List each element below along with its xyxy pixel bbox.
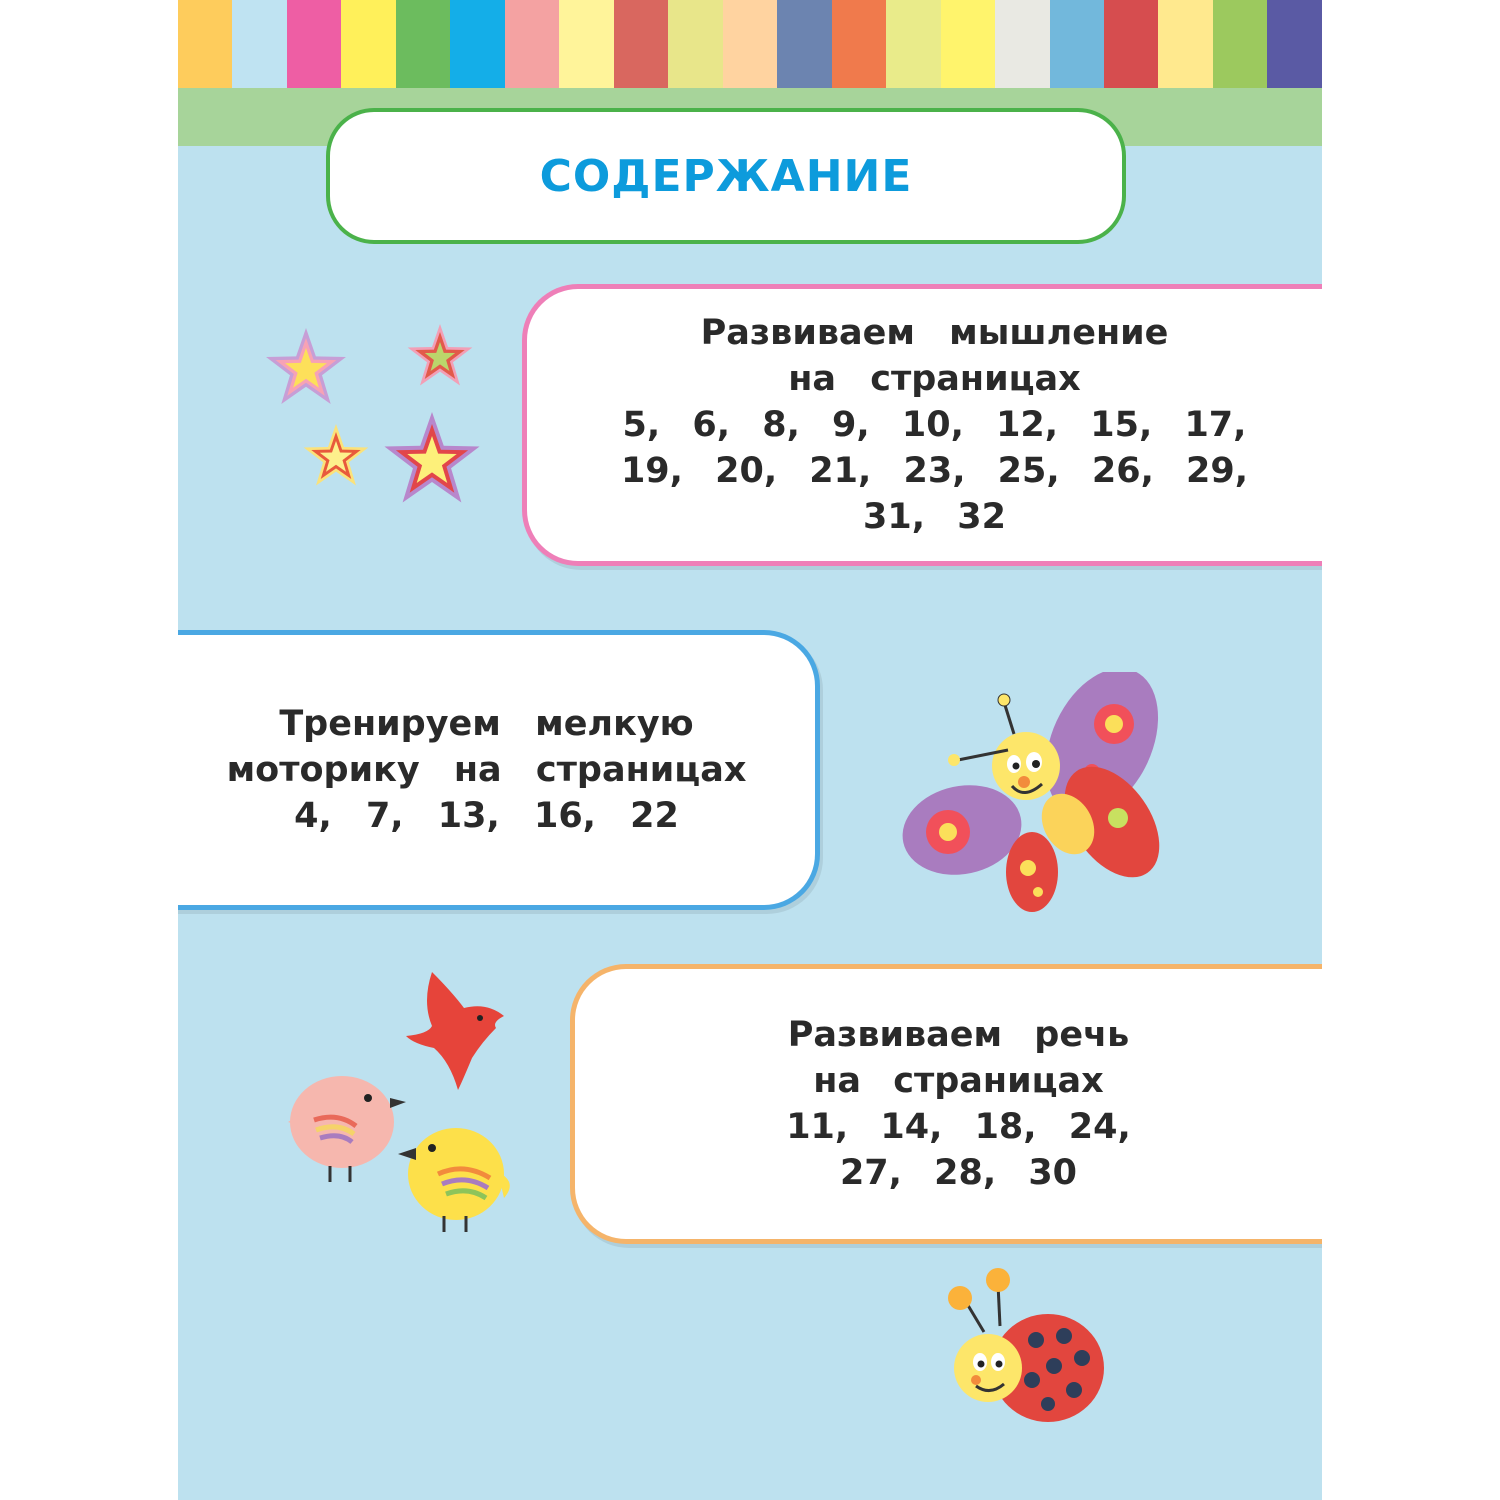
- contents-page: СОДЕРЖАНИЕ Развиваем мышление н: [178, 0, 1322, 1500]
- section-motor-title: Тренируем мелкую: [279, 704, 694, 744]
- section-speech-pages: 11, 14, 18, 24,: [786, 1107, 1131, 1147]
- butterfly-icon: [902, 672, 1160, 912]
- section-speech-subtitle: на страницах: [813, 1061, 1104, 1101]
- title-box: СОДЕРЖАНИЕ: [326, 108, 1126, 244]
- color-stripe: [886, 0, 941, 88]
- section-speech: Развиваем речь на страницах 11, 14, 18, …: [570, 964, 1322, 1244]
- color-stripe: [1049, 0, 1104, 88]
- color-stripe: [1212, 0, 1268, 88]
- color-stripes: [178, 0, 1322, 88]
- color-stripe: [1103, 0, 1159, 88]
- color-stripe: [940, 0, 996, 88]
- section-motor-subtitle: моторику на страницах: [226, 750, 747, 790]
- section-motor-skills: Тренируем мелкую моторику на страницах 4…: [178, 630, 820, 910]
- color-stripe: [232, 0, 287, 88]
- color-stripe: [341, 0, 396, 88]
- color-stripe: [450, 0, 505, 88]
- color-stripe: [613, 0, 669, 88]
- color-stripe: [178, 0, 233, 88]
- color-stripe: [395, 0, 451, 88]
- color-stripe: [831, 0, 887, 88]
- red-bird: [406, 972, 504, 1090]
- color-stripe: [668, 0, 723, 88]
- color-stripe: [504, 0, 560, 88]
- yellow-bird: [398, 1128, 510, 1232]
- color-stripe: [722, 0, 778, 88]
- section-thinking-pages: 31, 32: [863, 497, 1006, 537]
- page-title: СОДЕРЖАНИЕ: [539, 150, 913, 202]
- birds-icon: [288, 972, 510, 1232]
- color-stripe: [777, 0, 832, 88]
- section-thinking-title: Развиваем мышление: [700, 313, 1169, 353]
- color-stripe: [995, 0, 1050, 88]
- ladybug-icon: [948, 1268, 1104, 1422]
- color-stripe: [1158, 0, 1213, 88]
- section-motor-pages: 4, 7, 13, 16, 22: [294, 796, 679, 836]
- pink-bird: [288, 1076, 406, 1182]
- section-thinking-subtitle: на страницах: [788, 359, 1081, 399]
- section-speech-title: Развиваем речь: [787, 1015, 1130, 1055]
- section-speech-pages: 27, 28, 30: [839, 1153, 1078, 1193]
- color-stripe: [559, 0, 614, 88]
- section-thinking-pages: 5, 6, 8, 9, 10, 12, 15, 17,: [622, 405, 1247, 445]
- section-thinking-pages: 19, 20, 21, 23, 25, 26, 29,: [620, 451, 1249, 491]
- color-stripe: [286, 0, 342, 88]
- section-thinking: Развиваем мышление на страницах 5, 6, 8,…: [522, 284, 1322, 566]
- stars-icon: [266, 324, 480, 503]
- color-stripe: [1267, 0, 1322, 88]
